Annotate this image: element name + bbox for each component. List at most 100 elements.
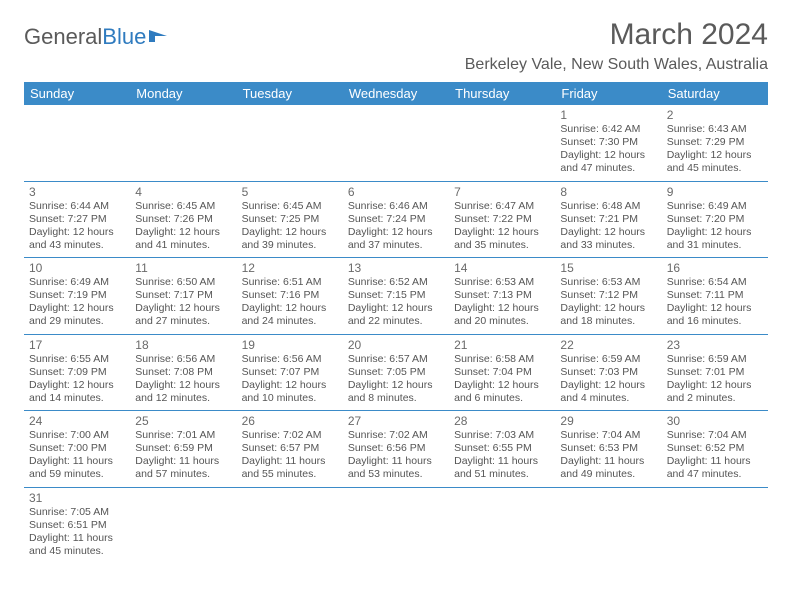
day-number: 5: [242, 185, 338, 199]
calendar-cell: 1Sunrise: 6:42 AMSunset: 7:30 PMDaylight…: [555, 105, 661, 181]
day-number: 11: [135, 261, 231, 275]
day-info: Sunrise: 6:50 AMSunset: 7:17 PMDaylight:…: [135, 276, 231, 329]
calendar-cell-empty: [555, 487, 661, 563]
calendar-cell-empty: [343, 487, 449, 563]
day-number: 15: [560, 261, 656, 275]
day-number: 17: [29, 338, 125, 352]
calendar-head: SundayMondayTuesdayWednesdayThursdayFrid…: [24, 82, 768, 105]
location: Berkeley Vale, New South Wales, Australi…: [465, 56, 768, 74]
calendar-cell: 3Sunrise: 6:44 AMSunset: 7:27 PMDaylight…: [24, 181, 130, 258]
calendar-cell: 20Sunrise: 6:57 AMSunset: 7:05 PMDayligh…: [343, 334, 449, 411]
day-info: Sunrise: 6:59 AMSunset: 7:03 PMDaylight:…: [560, 353, 656, 406]
day-info: Sunrise: 6:45 AMSunset: 7:25 PMDaylight:…: [242, 200, 338, 253]
calendar-cell-empty: [237, 105, 343, 181]
day-number: 9: [667, 185, 763, 199]
calendar-cell: 14Sunrise: 6:53 AMSunset: 7:13 PMDayligh…: [449, 258, 555, 335]
day-info: Sunrise: 6:49 AMSunset: 7:20 PMDaylight:…: [667, 200, 763, 253]
day-number: 13: [348, 261, 444, 275]
calendar-cell: 26Sunrise: 7:02 AMSunset: 6:57 PMDayligh…: [237, 411, 343, 488]
calendar-body: 1Sunrise: 6:42 AMSunset: 7:30 PMDaylight…: [24, 105, 768, 563]
day-header: Saturday: [662, 82, 768, 105]
calendar-cell: 9Sunrise: 6:49 AMSunset: 7:20 PMDaylight…: [662, 181, 768, 258]
day-number: 24: [29, 414, 125, 428]
calendar-cell: 4Sunrise: 6:45 AMSunset: 7:26 PMDaylight…: [130, 181, 236, 258]
day-info: Sunrise: 6:51 AMSunset: 7:16 PMDaylight:…: [242, 276, 338, 329]
calendar-cell: 16Sunrise: 6:54 AMSunset: 7:11 PMDayligh…: [662, 258, 768, 335]
calendar-cell: 21Sunrise: 6:58 AMSunset: 7:04 PMDayligh…: [449, 334, 555, 411]
day-number: 4: [135, 185, 231, 199]
day-info: Sunrise: 6:57 AMSunset: 7:05 PMDaylight:…: [348, 353, 444, 406]
day-number: 8: [560, 185, 656, 199]
day-info: Sunrise: 6:59 AMSunset: 7:01 PMDaylight:…: [667, 353, 763, 406]
calendar-cell: 17Sunrise: 6:55 AMSunset: 7:09 PMDayligh…: [24, 334, 130, 411]
day-number: 12: [242, 261, 338, 275]
calendar-cell-empty: [449, 487, 555, 563]
calendar-cell-empty: [130, 105, 236, 181]
day-info: Sunrise: 6:54 AMSunset: 7:11 PMDaylight:…: [667, 276, 763, 329]
day-info: Sunrise: 6:48 AMSunset: 7:21 PMDaylight:…: [560, 200, 656, 253]
calendar-cell-empty: [449, 105, 555, 181]
day-header: Monday: [130, 82, 236, 105]
day-number: 28: [454, 414, 550, 428]
day-info: Sunrise: 7:04 AMSunset: 6:52 PMDaylight:…: [667, 429, 763, 482]
calendar-cell-empty: [130, 487, 236, 563]
day-info: Sunrise: 6:56 AMSunset: 7:07 PMDaylight:…: [242, 353, 338, 406]
calendar-cell: 29Sunrise: 7:04 AMSunset: 6:53 PMDayligh…: [555, 411, 661, 488]
day-header: Thursday: [449, 82, 555, 105]
calendar-cell: 15Sunrise: 6:53 AMSunset: 7:12 PMDayligh…: [555, 258, 661, 335]
day-info: Sunrise: 7:00 AMSunset: 7:00 PMDaylight:…: [29, 429, 125, 482]
day-number: 2: [667, 108, 763, 122]
day-number: 27: [348, 414, 444, 428]
calendar-cell: 19Sunrise: 6:56 AMSunset: 7:07 PMDayligh…: [237, 334, 343, 411]
day-number: 20: [348, 338, 444, 352]
day-number: 7: [454, 185, 550, 199]
day-number: 1: [560, 108, 656, 122]
day-header: Friday: [555, 82, 661, 105]
calendar-cell: 23Sunrise: 6:59 AMSunset: 7:01 PMDayligh…: [662, 334, 768, 411]
day-number: 22: [560, 338, 656, 352]
day-number: 6: [348, 185, 444, 199]
day-info: Sunrise: 7:05 AMSunset: 6:51 PMDaylight:…: [29, 506, 125, 559]
day-number: 3: [29, 185, 125, 199]
day-info: Sunrise: 6:55 AMSunset: 7:09 PMDaylight:…: [29, 353, 125, 406]
day-number: 19: [242, 338, 338, 352]
day-info: Sunrise: 6:49 AMSunset: 7:19 PMDaylight:…: [29, 276, 125, 329]
day-number: 16: [667, 261, 763, 275]
calendar-cell-empty: [662, 487, 768, 563]
day-number: 29: [560, 414, 656, 428]
day-info: Sunrise: 6:46 AMSunset: 7:24 PMDaylight:…: [348, 200, 444, 253]
logo: GeneralBlue: [24, 24, 171, 50]
day-info: Sunrise: 6:47 AMSunset: 7:22 PMDaylight:…: [454, 200, 550, 253]
calendar-cell: 8Sunrise: 6:48 AMSunset: 7:21 PMDaylight…: [555, 181, 661, 258]
day-info: Sunrise: 7:04 AMSunset: 6:53 PMDaylight:…: [560, 429, 656, 482]
day-info: Sunrise: 6:45 AMSunset: 7:26 PMDaylight:…: [135, 200, 231, 253]
day-number: 10: [29, 261, 125, 275]
day-header: Tuesday: [237, 82, 343, 105]
day-number: 23: [667, 338, 763, 352]
calendar-cell: 7Sunrise: 6:47 AMSunset: 7:22 PMDaylight…: [449, 181, 555, 258]
day-info: Sunrise: 6:53 AMSunset: 7:12 PMDaylight:…: [560, 276, 656, 329]
day-info: Sunrise: 6:53 AMSunset: 7:13 PMDaylight:…: [454, 276, 550, 329]
day-info: Sunrise: 6:56 AMSunset: 7:08 PMDaylight:…: [135, 353, 231, 406]
calendar-cell: 27Sunrise: 7:02 AMSunset: 6:56 PMDayligh…: [343, 411, 449, 488]
calendar-cell: 30Sunrise: 7:04 AMSunset: 6:52 PMDayligh…: [662, 411, 768, 488]
day-number: 26: [242, 414, 338, 428]
day-info: Sunrise: 6:43 AMSunset: 7:29 PMDaylight:…: [667, 123, 763, 176]
calendar-cell: 5Sunrise: 6:45 AMSunset: 7:25 PMDaylight…: [237, 181, 343, 258]
logo-text-blue: Blue: [102, 24, 146, 50]
calendar-table: SundayMondayTuesdayWednesdayThursdayFrid…: [24, 82, 768, 563]
day-info: Sunrise: 6:58 AMSunset: 7:04 PMDaylight:…: [454, 353, 550, 406]
day-header: Sunday: [24, 82, 130, 105]
calendar-cell: 2Sunrise: 6:43 AMSunset: 7:29 PMDaylight…: [662, 105, 768, 181]
day-info: Sunrise: 7:02 AMSunset: 6:57 PMDaylight:…: [242, 429, 338, 482]
day-info: Sunrise: 7:03 AMSunset: 6:55 PMDaylight:…: [454, 429, 550, 482]
calendar-cell: 13Sunrise: 6:52 AMSunset: 7:15 PMDayligh…: [343, 258, 449, 335]
calendar-cell: 25Sunrise: 7:01 AMSunset: 6:59 PMDayligh…: [130, 411, 236, 488]
day-number: 18: [135, 338, 231, 352]
day-number: 25: [135, 414, 231, 428]
calendar-cell-empty: [24, 105, 130, 181]
day-header: Wednesday: [343, 82, 449, 105]
calendar-cell: 31Sunrise: 7:05 AMSunset: 6:51 PMDayligh…: [24, 487, 130, 563]
day-info: Sunrise: 7:02 AMSunset: 6:56 PMDaylight:…: [348, 429, 444, 482]
calendar-cell: 12Sunrise: 6:51 AMSunset: 7:16 PMDayligh…: [237, 258, 343, 335]
